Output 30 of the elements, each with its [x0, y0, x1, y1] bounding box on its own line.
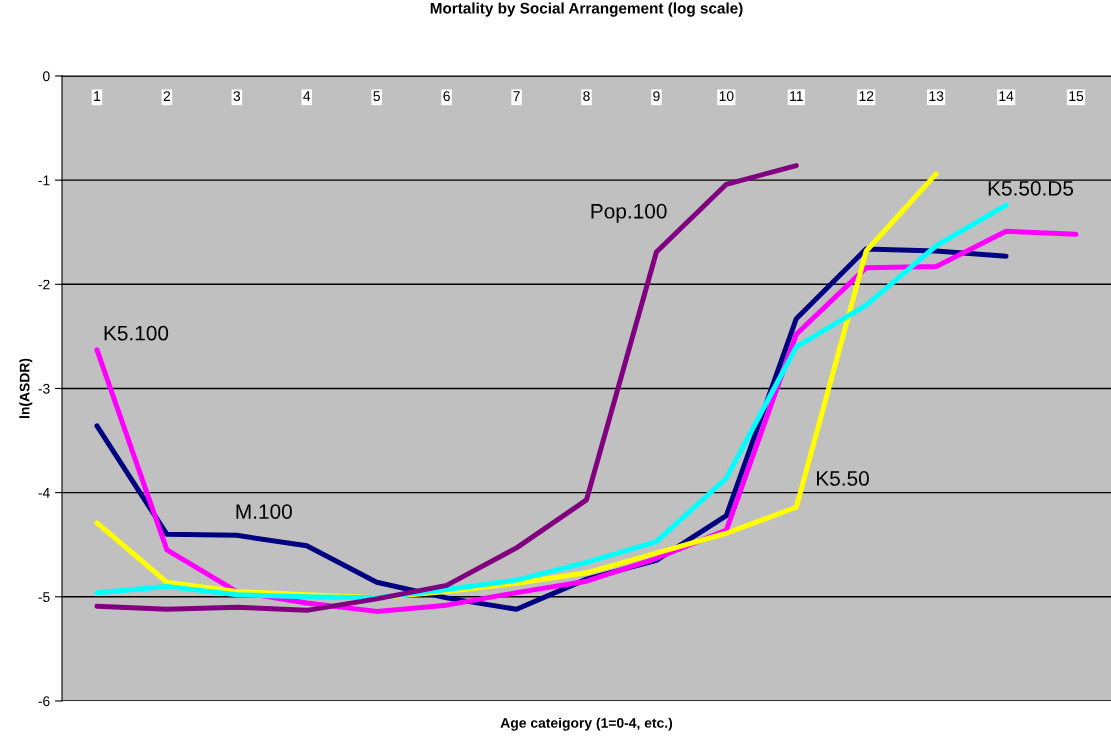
x-tick-label: 4	[303, 91, 311, 101]
x-tick-label: 2	[163, 91, 171, 101]
x-tick-label: 7	[513, 91, 520, 101]
x-tick-label: 1	[94, 91, 101, 101]
y-tick-label: -3	[38, 383, 50, 394]
y-tick-label: -2	[38, 279, 50, 290]
x-tick-label: 10	[719, 91, 734, 102]
chart-title: Mortality by Social Arrangement (log scale)	[430, 2, 743, 17]
x-axis-title: Age cateigory (1=0-4, etc.)	[500, 717, 673, 731]
y-axis-title: ln(ASDR)	[19, 358, 33, 418]
y-tick-label: -6	[38, 696, 50, 707]
x-tick-label: 3	[233, 91, 241, 102]
series-label: K5.50	[817, 471, 869, 486]
x-tick-label: 9	[653, 91, 660, 102]
x-tick-label: 12	[859, 91, 874, 101]
series-label: Pop.100	[591, 203, 667, 223]
y-tick-label: 0	[43, 71, 50, 82]
x-tick-label: 5	[373, 91, 380, 102]
series-label: M.100	[236, 504, 292, 519]
x-tick-label: 11	[790, 91, 803, 101]
x-tick-label: 15	[1069, 91, 1084, 102]
y-tick-label: -5	[38, 592, 50, 602]
series-label: K5.100	[104, 325, 169, 341]
x-tick-label: 8	[583, 91, 590, 102]
x-tick-label: 13	[929, 91, 944, 102]
x-tick-label: 6	[443, 91, 450, 102]
series-label: K5.50.D5	[988, 180, 1074, 196]
y-tick-label: -1	[38, 175, 50, 186]
x-tick-label: 14	[999, 91, 1014, 101]
y-tick-label: -4	[38, 488, 50, 498]
